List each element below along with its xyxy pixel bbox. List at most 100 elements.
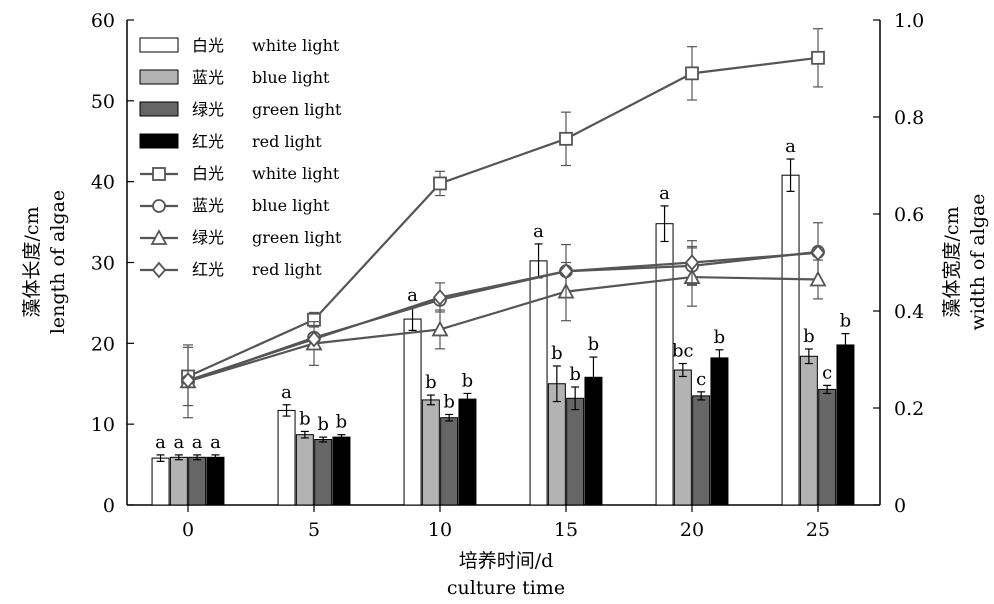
bar [151,457,170,506]
x-tick-label: 15 [554,519,578,541]
legend-label-zh: 蓝光 [192,196,224,215]
bar [421,399,440,506]
legend-label-en: blue light [252,196,330,215]
y-right-tick-label: 0.2 [894,398,924,420]
y-left-tick-label: 40 [91,172,115,194]
y-right-tick-label: 0.4 [894,301,924,323]
x-axis-title-en: culture time [447,577,565,599]
bar [169,456,188,506]
bar [566,397,585,506]
bar [206,456,225,506]
bar [314,439,333,506]
bar-significance-label: b [336,412,348,433]
y-axis-left-title-en: length of algae [47,190,69,334]
bar-significance-label: b [569,364,581,385]
bar [295,434,314,506]
legend-label-en: red light [252,132,322,151]
legend-label-en: green light [252,100,342,119]
x-tick-label: 25 [806,519,830,541]
bar-significance-label: b [551,343,563,364]
bar-significance-label: a [155,432,166,453]
bar-significance-label: c [696,369,706,390]
legend-label-en: red light [252,260,322,279]
legend-marker [150,229,168,245]
line-point [180,371,196,389]
bar [710,357,729,506]
y-axis-left-title: 藻体长度/cm [21,206,43,317]
line-point [306,330,322,348]
bar-significance-label: b [803,326,815,347]
bar [440,417,459,506]
y-left-tick-label: 10 [91,414,115,436]
y-right-tick-label: 0.8 [894,107,924,129]
bar-significance-label: c [822,362,832,383]
y-left-tick-label: 60 [91,10,115,32]
y-left-tick-label: 30 [91,253,115,275]
bar-significance-label: b [425,372,437,393]
legend-label-en: green light [252,228,342,247]
legend-marker [152,167,166,181]
bar [403,318,422,506]
bar-significance-label: b [714,327,726,348]
y-right-tick-label: 0.6 [894,204,924,226]
bar [692,395,711,506]
line-point [433,176,447,191]
bar-significance-label: b [443,391,455,412]
bar-significance-label: a [173,432,184,453]
bar-significance-label: b [840,311,852,332]
bar [277,409,296,506]
legend-marker [151,261,167,279]
line-series-path [187,56,819,378]
legend-bar-swatch [139,37,179,53]
y-axis-right-title-en: width of algae [967,193,989,330]
bar [818,388,837,506]
line-point [809,270,827,287]
y-right-tick-label: 1.0 [894,10,924,32]
bar-significance-label: b [317,414,329,435]
bar-significance-label: a [281,382,292,403]
legend-label-zh: 红光 [192,260,224,279]
line-point [559,131,573,146]
legend-label-zh: 白光 [192,36,224,55]
bar [332,436,351,506]
legend-label-zh: 蓝光 [192,68,224,87]
y-left-tick-label: 50 [91,91,115,113]
line-series-path [187,275,819,383]
axes: 0 10 20 30 40 50 60 0 0.2 0.4 0.6 0.8 1.0 0 5 10 15 20 25 [91,10,924,541]
bar [188,456,207,506]
bar [836,344,855,506]
line-point [431,320,449,337]
legend-label-zh: 白光 [192,164,224,183]
bar-significance-label: a [659,183,670,204]
legend-label-zh: 红光 [192,132,224,151]
x-tick-label: 20 [680,519,704,541]
legend-marker [152,199,166,213]
line-point [810,244,826,262]
bar-significance-label: a [210,432,221,453]
legend: 白光 white light 蓝光 blue light 绿光 green light 红光… [139,36,342,279]
bar [458,398,477,506]
bar-significance-label: b [299,408,311,429]
y-right-tick-label: 0 [894,495,906,517]
y-axis-right-title: 藻体宽度/cm [941,206,963,317]
x-tick-label: 5 [308,519,320,541]
legend-label-zh: 绿光 [192,100,224,119]
bar [781,174,800,506]
bar [673,369,692,506]
line-point [558,262,574,280]
bar-significance-label: a [192,432,203,453]
bar-significance-label: a [785,136,796,157]
x-tick-label: 10 [428,519,452,541]
y-left-tick-label: 0 [103,495,115,517]
legend-bar-swatch [139,101,179,117]
legend-bar-swatch [139,133,179,149]
line-point [685,66,699,81]
legend-label-en: white light [252,36,340,55]
bar-significance-label: b [588,334,600,355]
x-tick-label: 0 [182,519,194,541]
line-series-path [187,251,819,382]
bar-significance-label: a [533,221,544,242]
y-left-tick-label: 20 [91,333,115,355]
